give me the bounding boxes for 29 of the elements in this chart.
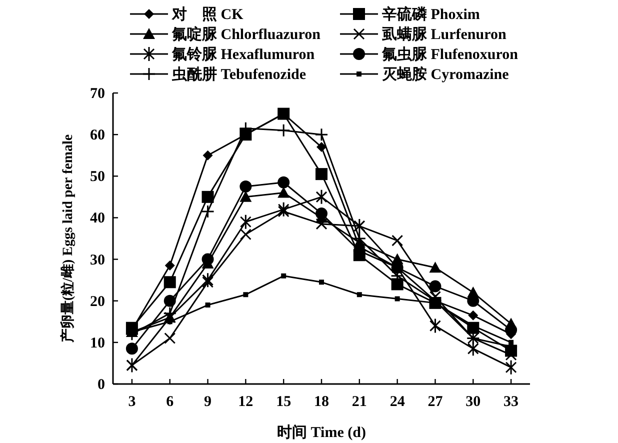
x-tick-label: 6 <box>166 394 174 410</box>
x-tick-label: 30 <box>466 394 481 410</box>
legend-label: 虱螨脲 Lurfenuron <box>381 26 507 43</box>
y-tick-label: 20 <box>90 294 105 310</box>
y-tick-label: 60 <box>90 128 105 144</box>
y-tick-label: 10 <box>90 335 105 352</box>
legend-label: 辛硫磷 Phoxim <box>381 5 480 23</box>
y-tick-label: 30 <box>90 252 105 268</box>
x-tick-label: 18 <box>314 394 329 410</box>
legend-label: 氟啶脲 Chlorfluazuron <box>171 25 322 43</box>
y-tick-label: 50 <box>90 169 105 186</box>
x-tick-label: 15 <box>276 394 292 410</box>
legend-label: 氟铃脲 Hexaflumuron <box>171 46 316 63</box>
x-tick-label: 21 <box>352 394 367 410</box>
x-tick-label: 12 <box>238 394 254 410</box>
x-tick-label: 9 <box>204 394 212 410</box>
y-tick-label: 70 <box>90 86 105 102</box>
x-tick-label: 24 <box>390 394 406 410</box>
y-tick-label: 0 <box>98 377 105 393</box>
x-tick-label: 3 <box>128 394 136 410</box>
legend-label: 对 照 CK <box>171 6 244 23</box>
legend-label: 灭蝇胺 Cyromazine <box>382 66 510 83</box>
legend-label: 虫酰肼 Tebufenozide <box>171 66 306 83</box>
x-tick-label: 33 <box>504 394 519 410</box>
y-tick-label: 40 <box>90 210 105 227</box>
y-axis-title: 产卵量(粒/雌) Eggs laid per female <box>59 134 76 344</box>
legend-label: 氟虫脲 Flufenoxuron <box>381 46 519 63</box>
x-axis-title: 时间 Time (d) <box>277 424 366 441</box>
x-tick-label: 27 <box>428 394 444 410</box>
